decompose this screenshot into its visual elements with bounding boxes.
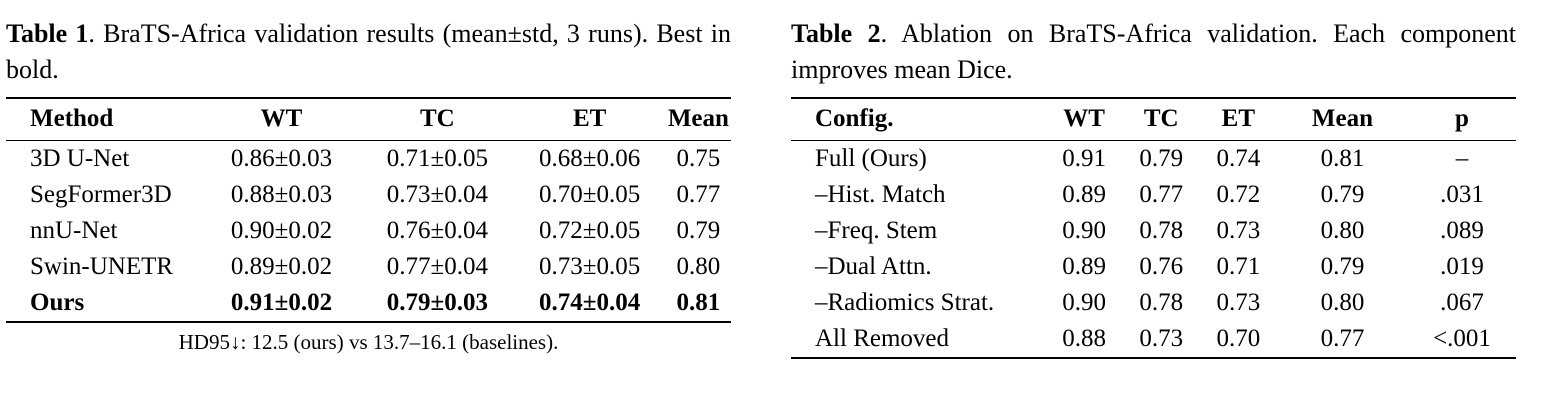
table-cell: 0.73±0.04 (386, 181, 488, 208)
table-row: –Freq. Stem 0.90 0.78 0.73 0.80 .089 (791, 213, 1516, 249)
validation-results-table: Method WT TC ET Mean 3D U-Net 0.86±0.03 … (6, 97, 731, 323)
column-header-tc: TC (1122, 98, 1200, 141)
table-cell: 0.73±0.05 (539, 253, 641, 280)
table-cell: 0.71 (1216, 253, 1261, 280)
table-cell: 0.90 (1062, 289, 1106, 316)
table-cell: 0.88±0.03 (230, 181, 333, 208)
table-row: nnU-Net 0.90±0.02 0.76±0.04 0.72±0.05 0.… (6, 213, 731, 249)
table-cell: 0.79 (1320, 181, 1365, 208)
table2-section: Table 2. Ablation on BraTS-Africa valida… (791, 16, 1516, 359)
table-cell: 0.90±0.02 (230, 217, 333, 244)
table-cell: 0.77 (1320, 325, 1365, 352)
table-cell: –Freq. Stem (815, 217, 938, 244)
column-header-et: ET (1199, 98, 1277, 141)
table-cell: .031 (1440, 181, 1484, 208)
table-cell: .067 (1440, 289, 1484, 316)
table1-footnote: HD95↓: 12.5 (ours) vs 13.7–16.1 (baselin… (178, 330, 559, 354)
table-cell: Full (Ours) (815, 145, 927, 172)
table2-caption: Table 2. Ablation on BraTS-Africa valida… (791, 16, 1516, 88)
table1-caption-text: . BraTS-Africa validation results (mean±… (6, 19, 732, 84)
table-cell: 0.78 (1139, 289, 1184, 316)
table-row: All Removed 0.88 0.73 0.70 0.77 <.001 (791, 321, 1516, 358)
table-cell: 0.79 (1320, 253, 1365, 280)
column-header-p: p (1408, 98, 1516, 141)
table-cell: 0.90 (1062, 217, 1106, 244)
table-cell: Ours (30, 289, 85, 316)
table-cell: 0.73 (1216, 289, 1261, 316)
column-header-wt: WT (201, 98, 362, 141)
table-cell: –Radiomics Strat. (815, 289, 995, 316)
ablation-table: Config. WT TC ET Mean p Full (Ours) 0.91… (791, 97, 1516, 359)
table-row: –Dual Attn. 0.89 0.76 0.71 0.79 .019 (791, 249, 1516, 285)
table-cell: 0.91±0.02 (230, 289, 333, 316)
header-row: Method WT TC ET Mean (6, 98, 731, 141)
table-cell: 0.70±0.05 (539, 181, 641, 208)
table-row: Full (Ours) 0.91 0.79 0.74 0.81 – (791, 141, 1516, 178)
table-cell: nnU-Net (30, 217, 118, 244)
table-cell: 0.73 (1216, 217, 1261, 244)
table-cell: 0.76±0.04 (386, 217, 488, 244)
table-cell: 0.77±0.04 (386, 253, 488, 280)
table-cell: 0.79 (676, 217, 721, 244)
table-cell: Swin-UNETR (30, 253, 174, 280)
table-cell: 0.80 (1320, 217, 1365, 244)
table2-caption-label: Table 2 (791, 19, 881, 48)
table1-section: Table 1. BraTS-Africa validation results… (6, 16, 731, 359)
table-cell: 0.89±0.02 (230, 253, 333, 280)
column-header-mean: Mean (665, 98, 731, 141)
column-header-method: Method (6, 98, 202, 141)
table-cell: .019 (1440, 253, 1484, 280)
header-row: Config. WT TC ET Mean p (791, 98, 1516, 141)
table-row: –Hist. Match 0.89 0.77 0.72 0.79 .031 (791, 177, 1516, 213)
table-cell: –Hist. Match (815, 181, 946, 208)
table-cell: 0.76 (1139, 253, 1184, 280)
table-cell: 0.91 (1062, 145, 1106, 172)
table-cell: 0.74±0.04 (539, 289, 641, 316)
table-cell: 0.86±0.03 (230, 145, 333, 172)
table-cell: 0.89 (1062, 253, 1106, 280)
table-cell: 0.75 (676, 145, 721, 172)
table-cell: 0.71±0.05 (386, 145, 488, 172)
document-page: Table 1. BraTS-Africa validation results… (6, 16, 1516, 359)
table1-caption: Table 1. BraTS-Africa validation results… (6, 16, 731, 88)
table-row: 3D U-Net 0.86±0.03 0.71±0.05 0.68±0.06 0… (6, 141, 731, 178)
table1-caption-label: Table 1 (6, 19, 89, 48)
table2-caption-text: . Ablation on BraTS-Africa validation. E… (791, 19, 1516, 84)
table-cell: <.001 (1433, 325, 1491, 352)
table-cell: 0.73 (1139, 325, 1184, 352)
table-cell: 0.77 (676, 181, 721, 208)
table-cell: –Dual Attn. (815, 253, 932, 280)
column-header-config: Config. (791, 98, 1046, 141)
table-cell: 0.68±0.06 (539, 145, 641, 172)
table-cell: .089 (1440, 217, 1484, 244)
table-cell: 0.72±0.05 (539, 217, 641, 244)
table-cell: SegFormer3D (30, 181, 172, 208)
table-row: –Radiomics Strat. 0.90 0.78 0.73 0.80 .0… (791, 285, 1516, 321)
column-header-mean: Mean (1276, 98, 1408, 141)
table-cell: – (1455, 145, 1469, 172)
table-cell: 3D U-Net (30, 145, 130, 172)
table-row: SegFormer3D 0.88±0.03 0.73±0.04 0.70±0.0… (6, 177, 731, 213)
column-header-et: ET (513, 98, 666, 141)
table-row: Swin-UNETR 0.89±0.02 0.77±0.04 0.73±0.05… (6, 249, 731, 285)
table-cell: 0.81 (676, 289, 721, 316)
table-cell: 0.70 (1216, 325, 1261, 352)
table-cell: 0.79 (1139, 145, 1184, 172)
table-cell: 0.74 (1216, 145, 1261, 172)
table-cell: 0.72 (1216, 181, 1261, 208)
table-cell: All Removed (815, 325, 950, 352)
table-cell: 0.80 (676, 253, 721, 280)
table-cell: 0.89 (1062, 181, 1106, 208)
table-cell: 0.78 (1139, 217, 1184, 244)
table-cell: 0.77 (1139, 181, 1184, 208)
table-row-ours: Ours 0.91±0.02 0.79±0.03 0.74±0.04 0.81 (6, 285, 731, 322)
table-cell: 0.88 (1062, 325, 1106, 352)
table-cell: 0.80 (1320, 289, 1365, 316)
column-header-tc: TC (361, 98, 514, 141)
table-cell: 0.79±0.03 (386, 289, 488, 316)
column-header-wt: WT (1045, 98, 1123, 141)
table-cell: 0.81 (1320, 145, 1365, 172)
